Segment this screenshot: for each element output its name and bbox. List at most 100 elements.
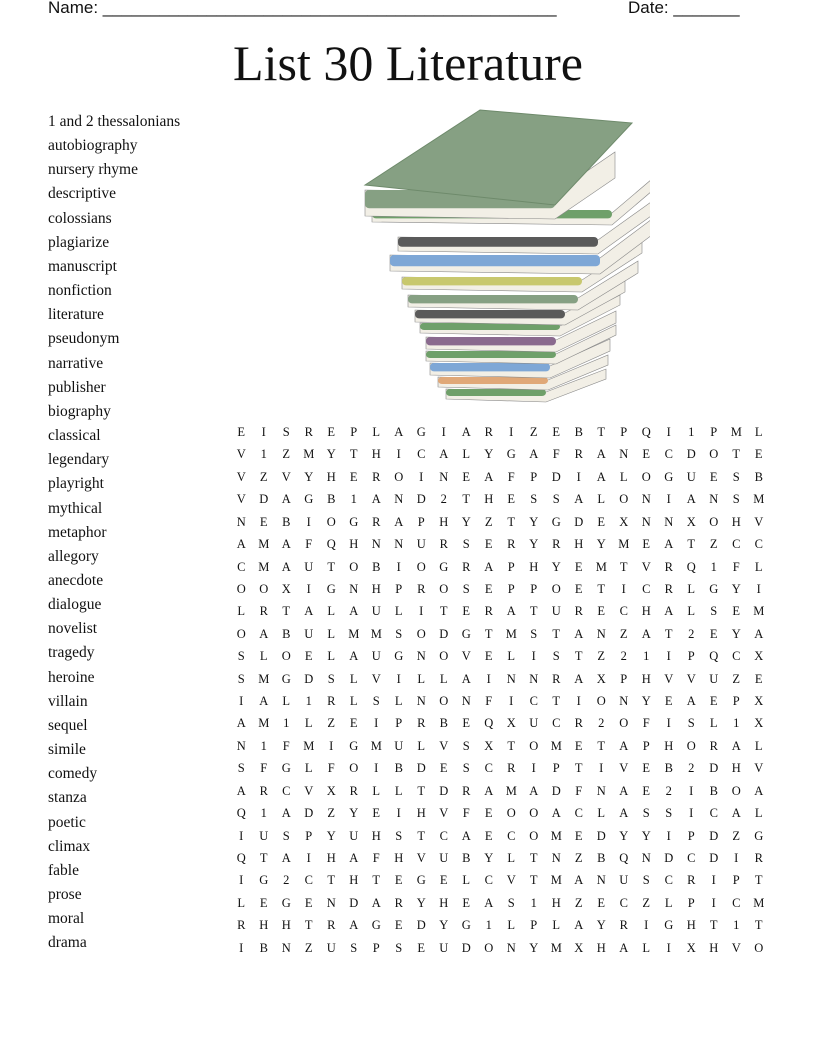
grid-letter: F [305, 537, 313, 552]
grid-letter: R [259, 783, 268, 798]
grid-letter: S [462, 761, 470, 776]
grid-letter: G [349, 514, 359, 529]
grid-letter: R [304, 425, 313, 439]
grid-letter: D [686, 447, 696, 462]
grid-letter: L [687, 581, 696, 596]
grid-letter: D [304, 671, 314, 686]
grid-letter: B [754, 469, 763, 484]
grid-letter: V [439, 738, 449, 753]
grid-letter: L [372, 783, 381, 798]
word-list-item: climax [48, 837, 91, 855]
grid-letter: F [282, 738, 290, 753]
grid-letter: A [619, 940, 629, 955]
grid-letter: Y [416, 895, 426, 910]
grid-letter: F [327, 761, 335, 776]
grid-letter: V [416, 851, 426, 866]
book-spine [420, 323, 560, 330]
grid-letter: S [282, 425, 290, 439]
grid-letter: I [419, 604, 424, 619]
grid-letter: D [709, 851, 719, 866]
grid-letter: A [281, 851, 291, 866]
grid-letter: Z [619, 626, 628, 641]
book-spine [408, 295, 578, 304]
grid-letter: N [641, 492, 651, 507]
grid-letter: V [619, 761, 629, 776]
grid-letter: A [731, 806, 741, 821]
book-cover [363, 109, 634, 206]
grid-letter: C [687, 851, 696, 866]
grid-letter: O [281, 649, 291, 664]
grid-letter: M [258, 716, 270, 731]
grid-letter: I [666, 425, 671, 439]
grid-letter: P [552, 761, 560, 776]
grid-letter: N [236, 738, 246, 753]
word-list-item: heroine [48, 668, 95, 686]
grid-letter: F [552, 447, 560, 462]
grid-letter: I [329, 738, 334, 753]
word-list-item: sequel [48, 716, 88, 734]
grid-letter: L [754, 806, 763, 821]
name-field-label: Name: __________________________________… [48, 0, 557, 17]
grid-letter: R [574, 604, 583, 619]
grid-letter: L [237, 895, 246, 910]
grid-letter: L [642, 940, 651, 955]
grid-letter: B [709, 783, 718, 798]
grid-letter: 2 [688, 761, 695, 776]
grid-letter: A [371, 895, 381, 910]
grid-letter: E [754, 671, 763, 686]
grid-letter: T [507, 514, 516, 529]
grid-letter: V [236, 447, 246, 462]
grid-letter: P [710, 425, 718, 439]
grid-letter: B [327, 492, 336, 507]
grid-letter: X [484, 738, 494, 753]
word-list-item: comedy [48, 765, 98, 783]
grid-letter: 1 [530, 895, 537, 910]
grid-letter: E [237, 425, 246, 439]
grid-letter: T [619, 559, 628, 574]
grid-letter: L [327, 626, 336, 641]
grid-letter: O [439, 694, 449, 709]
grid-letter: R [507, 537, 516, 552]
grid-letter: N [596, 873, 606, 888]
grid-letter: T [417, 783, 426, 798]
grid-letter: C [732, 649, 741, 664]
grid-letter: A [349, 918, 359, 933]
grid-letter: H [349, 873, 359, 888]
grid-letter: A [596, 469, 606, 484]
grid-letter: A [349, 604, 359, 619]
grid-letter: Y [529, 537, 539, 552]
grid-letter: M [258, 671, 270, 686]
grid-letter: C [732, 895, 741, 910]
grid-letter: P [507, 581, 515, 596]
grid-letter: S [642, 873, 650, 888]
grid-letter: Z [282, 447, 291, 462]
grid-letter: C [417, 447, 426, 462]
grid-letter: S [462, 581, 470, 596]
book-stack-icon [363, 109, 650, 403]
grid-letter: R [664, 581, 673, 596]
grid-letter: L [754, 559, 763, 574]
grid-letter: A [484, 895, 494, 910]
grid-letter: 2 [440, 492, 447, 507]
grid-letter: C [619, 604, 628, 619]
grid-letter: P [642, 738, 650, 753]
grid-letter: I [666, 828, 671, 843]
grid-letter: H [529, 559, 539, 574]
word-list-item: playright [48, 475, 104, 493]
grid-letter: U [349, 828, 359, 843]
grid-letter: P [372, 940, 380, 955]
grid-letter: 1 [733, 918, 740, 933]
grid-letter: P [507, 559, 515, 574]
grid-letter: E [349, 716, 358, 731]
grid-letter: A [686, 694, 696, 709]
grid-letter: O [484, 940, 494, 955]
grid-letter: A [574, 671, 584, 686]
grid-letter: N [551, 851, 561, 866]
word-list-item: novelist [48, 620, 98, 638]
grid-letter: C [484, 761, 493, 776]
grid-letter: V [664, 671, 674, 686]
